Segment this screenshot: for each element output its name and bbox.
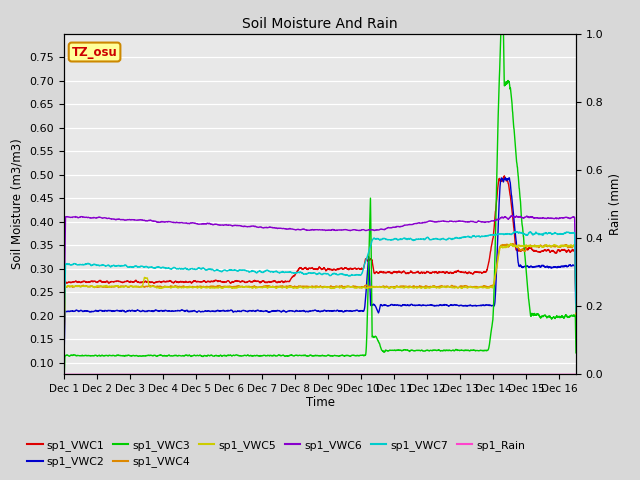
Y-axis label: Rain (mm): Rain (mm): [609, 173, 622, 235]
Y-axis label: Soil Moisture (m3/m3): Soil Moisture (m3/m3): [11, 139, 24, 269]
X-axis label: Time: Time: [305, 396, 335, 408]
Title: Soil Moisture And Rain: Soil Moisture And Rain: [242, 17, 398, 31]
Legend: sp1_VWC1, sp1_VWC2, sp1_VWC3, sp1_VWC4, sp1_VWC5, sp1_VWC6, sp1_VWC7, sp1_Rain: sp1_VWC1, sp1_VWC2, sp1_VWC3, sp1_VWC4, …: [23, 436, 530, 472]
Text: TZ_osu: TZ_osu: [72, 46, 117, 59]
